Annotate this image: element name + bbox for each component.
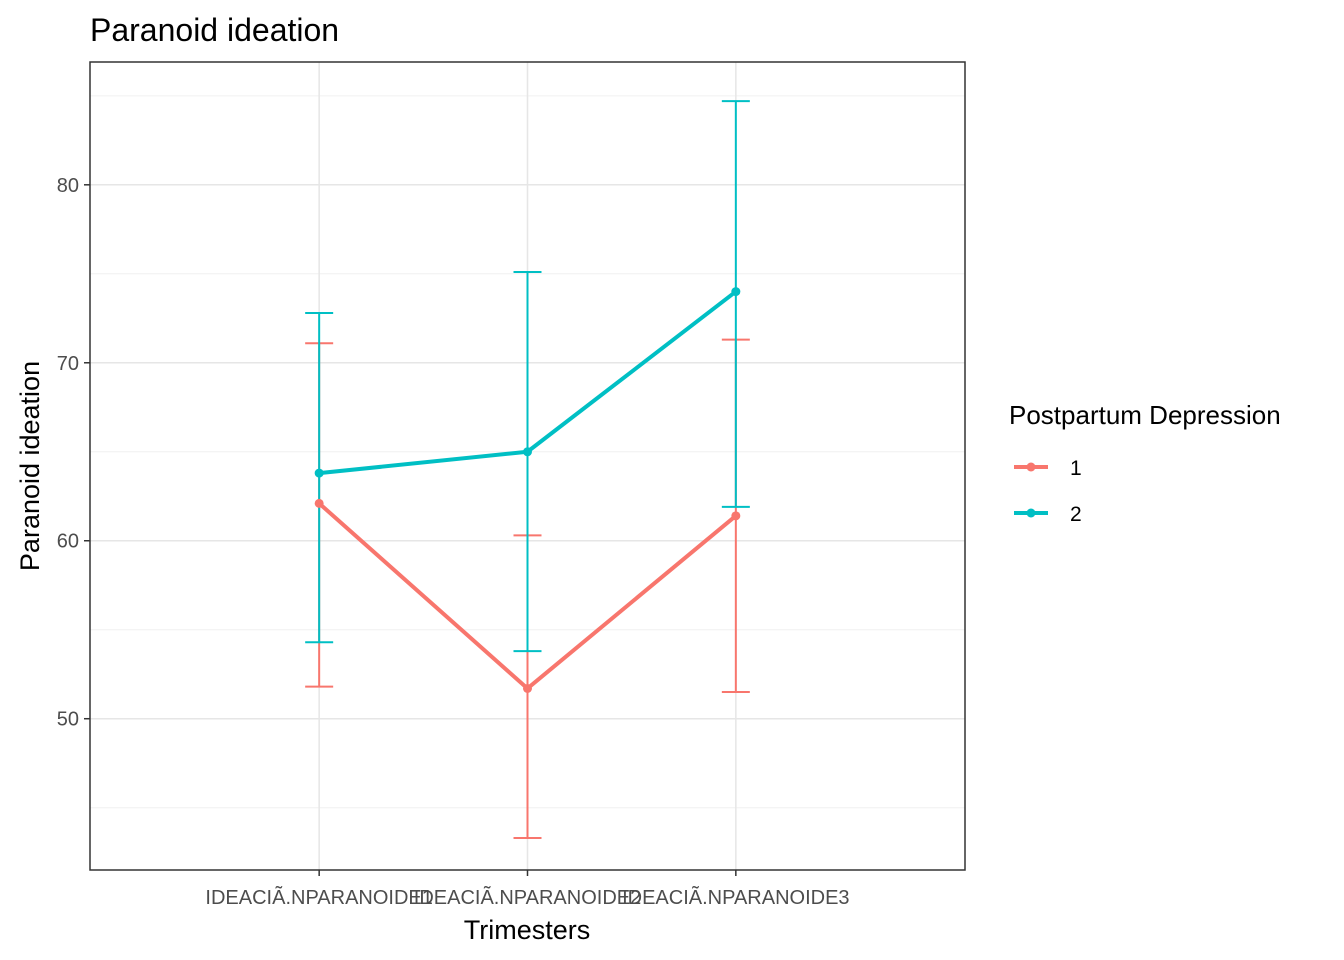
x-axis-title: Trimesters	[464, 915, 591, 945]
x-tick-label: IDEACIÃ.NPARANOIDE2	[414, 885, 641, 909]
data-point	[523, 447, 532, 457]
error-bar	[513, 271, 542, 653]
x-tick-label: IDEACIÃ.NPARANOIDE1	[205, 885, 432, 909]
y-axis-title: Paranoid ideation	[15, 361, 45, 571]
legend: Postpartum Depression 1 2	[1009, 400, 1281, 526]
legend-title: Postpartum Depression	[1009, 400, 1281, 430]
legend-item-2: 2	[1014, 503, 1082, 526]
y-tick-label: 60	[57, 531, 79, 553]
chart-title: Paranoid ideation	[90, 12, 339, 48]
series-points	[314, 287, 741, 693]
legend-key-point	[1026, 508, 1036, 518]
y-tick-label: 80	[57, 175, 79, 197]
data-point	[314, 468, 324, 478]
data-point	[314, 498, 324, 508]
legend-label: 2	[1070, 503, 1082, 526]
error-bar	[721, 100, 750, 508]
y-tick-label: 50	[57, 709, 79, 731]
x-axis: IDEACIÃ.NPARANOIDE1IDEACIÃ.NPARANOIDE2ID…	[205, 870, 850, 909]
data-point	[731, 287, 741, 297]
legend-label: 1	[1070, 457, 1082, 480]
legend-item-1: 1	[1014, 457, 1082, 480]
legend-key-point	[1026, 462, 1036, 472]
x-tick-label: IDEACIÃ.NPARANOIDE3	[622, 885, 849, 909]
data-point	[731, 511, 741, 521]
y-tick-label: 70	[57, 353, 79, 375]
y-axis: 50 60 70 80	[57, 175, 90, 731]
data-point	[523, 683, 532, 693]
